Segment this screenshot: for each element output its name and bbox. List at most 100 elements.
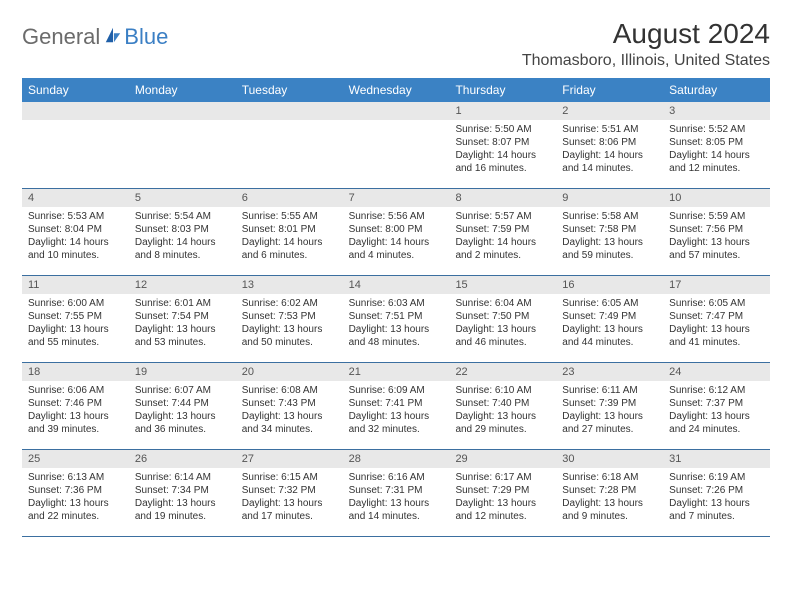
- day-number: 4: [22, 189, 129, 207]
- day-cell: 27Sunrise: 6:15 AMSunset: 7:32 PMDayligh…: [236, 450, 343, 536]
- day-number: 29: [449, 450, 556, 468]
- day-body: Sunrise: 6:14 AMSunset: 7:34 PMDaylight:…: [129, 468, 236, 527]
- day-cell: 24Sunrise: 6:12 AMSunset: 7:37 PMDayligh…: [663, 363, 770, 449]
- weekday-header: Monday: [129, 78, 236, 102]
- week-row: 25Sunrise: 6:13 AMSunset: 7:36 PMDayligh…: [22, 450, 770, 537]
- day-cell: 26Sunrise: 6:14 AMSunset: 7:34 PMDayligh…: [129, 450, 236, 536]
- daylight-text: Daylight: 13 hours: [562, 323, 657, 336]
- day-cell: 8Sunrise: 5:57 AMSunset: 7:59 PMDaylight…: [449, 189, 556, 275]
- day-cell: [236, 102, 343, 188]
- calendar: Sunday Monday Tuesday Wednesday Thursday…: [22, 78, 770, 537]
- sunset-text: Sunset: 7:47 PM: [669, 310, 764, 323]
- sunset-text: Sunset: 7:29 PM: [455, 484, 550, 497]
- day-body: Sunrise: 6:06 AMSunset: 7:46 PMDaylight:…: [22, 381, 129, 440]
- day-number: 13: [236, 276, 343, 294]
- day-cell: 4Sunrise: 5:53 AMSunset: 8:04 PMDaylight…: [22, 189, 129, 275]
- day-body: Sunrise: 6:08 AMSunset: 7:43 PMDaylight:…: [236, 381, 343, 440]
- sunset-text: Sunset: 7:50 PM: [455, 310, 550, 323]
- day-cell: 3Sunrise: 5:52 AMSunset: 8:05 PMDaylight…: [663, 102, 770, 188]
- daylight-text: and 2 minutes.: [455, 249, 550, 262]
- sunset-text: Sunset: 7:59 PM: [455, 223, 550, 236]
- daylight-text: Daylight: 13 hours: [562, 410, 657, 423]
- daylight-text: Daylight: 13 hours: [669, 236, 764, 249]
- day-body: Sunrise: 6:16 AMSunset: 7:31 PMDaylight:…: [343, 468, 450, 527]
- day-cell: 15Sunrise: 6:04 AMSunset: 7:50 PMDayligh…: [449, 276, 556, 362]
- sunrise-text: Sunrise: 6:06 AM: [28, 384, 123, 397]
- day-number: 19: [129, 363, 236, 381]
- daylight-text: and 59 minutes.: [562, 249, 657, 262]
- sunrise-text: Sunrise: 5:50 AM: [455, 123, 550, 136]
- sunset-text: Sunset: 7:40 PM: [455, 397, 550, 410]
- day-cell: 17Sunrise: 6:05 AMSunset: 7:47 PMDayligh…: [663, 276, 770, 362]
- daylight-text: and 6 minutes.: [242, 249, 337, 262]
- logo-text-blue: Blue: [124, 24, 168, 50]
- day-body: [236, 120, 343, 127]
- day-number: 2: [556, 102, 663, 120]
- daylight-text: and 19 minutes.: [135, 510, 230, 523]
- daylight-text: and 55 minutes.: [28, 336, 123, 349]
- sunset-text: Sunset: 7:26 PM: [669, 484, 764, 497]
- daylight-text: and 14 minutes.: [562, 162, 657, 175]
- weekday-header: Wednesday: [343, 78, 450, 102]
- day-number: 21: [343, 363, 450, 381]
- daylight-text: Daylight: 13 hours: [28, 410, 123, 423]
- day-number: 9: [556, 189, 663, 207]
- daylight-text: and 44 minutes.: [562, 336, 657, 349]
- daylight-text: Daylight: 14 hours: [455, 236, 550, 249]
- daylight-text: and 14 minutes.: [349, 510, 444, 523]
- sunset-text: Sunset: 8:07 PM: [455, 136, 550, 149]
- sunrise-text: Sunrise: 5:56 AM: [349, 210, 444, 223]
- weekday-header: Tuesday: [236, 78, 343, 102]
- daylight-text: Daylight: 14 hours: [135, 236, 230, 249]
- day-body: Sunrise: 6:00 AMSunset: 7:55 PMDaylight:…: [22, 294, 129, 353]
- daylight-text: Daylight: 13 hours: [562, 497, 657, 510]
- day-body: Sunrise: 6:04 AMSunset: 7:50 PMDaylight:…: [449, 294, 556, 353]
- day-body: Sunrise: 5:57 AMSunset: 7:59 PMDaylight:…: [449, 207, 556, 266]
- day-body: Sunrise: 5:55 AMSunset: 8:01 PMDaylight:…: [236, 207, 343, 266]
- sunrise-text: Sunrise: 6:05 AM: [562, 297, 657, 310]
- day-body: Sunrise: 5:53 AMSunset: 8:04 PMDaylight:…: [22, 207, 129, 266]
- daylight-text: and 9 minutes.: [562, 510, 657, 523]
- daylight-text: Daylight: 13 hours: [455, 497, 550, 510]
- daylight-text: and 22 minutes.: [28, 510, 123, 523]
- day-body: Sunrise: 6:03 AMSunset: 7:51 PMDaylight:…: [343, 294, 450, 353]
- day-body: Sunrise: 6:19 AMSunset: 7:26 PMDaylight:…: [663, 468, 770, 527]
- day-cell: 29Sunrise: 6:17 AMSunset: 7:29 PMDayligh…: [449, 450, 556, 536]
- daylight-text: and 57 minutes.: [669, 249, 764, 262]
- week-row: 11Sunrise: 6:00 AMSunset: 7:55 PMDayligh…: [22, 276, 770, 363]
- day-body: Sunrise: 5:51 AMSunset: 8:06 PMDaylight:…: [556, 120, 663, 179]
- daylight-text: Daylight: 13 hours: [669, 497, 764, 510]
- sunrise-text: Sunrise: 6:19 AM: [669, 471, 764, 484]
- day-number: 16: [556, 276, 663, 294]
- day-body: Sunrise: 6:13 AMSunset: 7:36 PMDaylight:…: [22, 468, 129, 527]
- day-cell: 28Sunrise: 6:16 AMSunset: 7:31 PMDayligh…: [343, 450, 450, 536]
- day-number: 14: [343, 276, 450, 294]
- day-body: Sunrise: 6:02 AMSunset: 7:53 PMDaylight:…: [236, 294, 343, 353]
- sunset-text: Sunset: 7:31 PM: [349, 484, 444, 497]
- sunrise-text: Sunrise: 6:08 AM: [242, 384, 337, 397]
- calendar-page: General Blue August 2024 Thomasboro, Ill…: [0, 0, 792, 555]
- sunset-text: Sunset: 8:00 PM: [349, 223, 444, 236]
- daylight-text: Daylight: 13 hours: [349, 323, 444, 336]
- logo-text-general: General: [22, 24, 100, 50]
- week-row: 1Sunrise: 5:50 AMSunset: 8:07 PMDaylight…: [22, 102, 770, 189]
- daylight-text: Daylight: 13 hours: [242, 323, 337, 336]
- day-cell: 19Sunrise: 6:07 AMSunset: 7:44 PMDayligh…: [129, 363, 236, 449]
- sunset-text: Sunset: 7:34 PM: [135, 484, 230, 497]
- week-row: 18Sunrise: 6:06 AMSunset: 7:46 PMDayligh…: [22, 363, 770, 450]
- title-block: August 2024 Thomasboro, Illinois, United…: [522, 18, 770, 70]
- daylight-text: and 36 minutes.: [135, 423, 230, 436]
- sunset-text: Sunset: 7:43 PM: [242, 397, 337, 410]
- daylight-text: Daylight: 14 hours: [669, 149, 764, 162]
- daylight-text: Daylight: 13 hours: [349, 497, 444, 510]
- month-title: August 2024: [522, 18, 770, 50]
- day-number: 12: [129, 276, 236, 294]
- day-cell: [22, 102, 129, 188]
- daylight-text: Daylight: 13 hours: [669, 323, 764, 336]
- sunset-text: Sunset: 7:39 PM: [562, 397, 657, 410]
- day-number: 28: [343, 450, 450, 468]
- sunset-text: Sunset: 8:04 PM: [28, 223, 123, 236]
- day-number: 24: [663, 363, 770, 381]
- day-number: 3: [663, 102, 770, 120]
- day-number: [236, 102, 343, 120]
